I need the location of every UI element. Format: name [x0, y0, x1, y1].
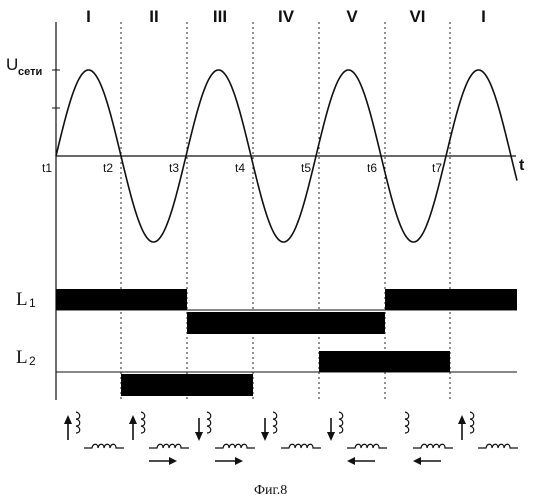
interval-label-1: I [86, 7, 91, 26]
horizontal-coil-icon [149, 444, 189, 448]
left-arrow-icon [413, 457, 421, 465]
vertical-coil-icon [76, 412, 80, 433]
grid-layer [52, 22, 516, 400]
coil-icon-group-6 [405, 412, 453, 465]
interval-label-3: III [213, 7, 227, 26]
interval-label-5: V [346, 7, 358, 26]
time-mark-t2: t2 [103, 161, 113, 175]
horizontal-coil-icon [413, 444, 453, 448]
down-arrow-icon [195, 432, 203, 441]
L1-bar-6 [385, 289, 450, 310]
down-arrow-icon [327, 432, 335, 441]
time-mark-t3: t3 [169, 161, 179, 175]
L1-bar-1 [56, 289, 121, 310]
time-mark-t7: t7 [432, 161, 442, 175]
horizontal-coil-icon [347, 444, 387, 448]
icons-layer [64, 412, 518, 465]
interval-label-4: IV [278, 7, 295, 26]
L2-bar-2 [121, 374, 187, 396]
coil-icon-group-5 [327, 412, 387, 465]
vertical-coil-icon [141, 412, 145, 433]
horizontal-coil-icon [281, 444, 321, 448]
voltage-axis-label: U сети [6, 55, 42, 78]
L1-bar-5 [319, 312, 385, 334]
up-arrow-icon [458, 415, 466, 424]
right-arrow-icon [235, 457, 243, 465]
L2-bar-6 [385, 351, 450, 372]
coil-label-L2-main: L [16, 347, 28, 368]
time-mark-t4: t4 [235, 161, 245, 175]
coil-label-L1-sub: 1 [29, 296, 36, 310]
vertical-coil-icon [405, 412, 409, 433]
L2-bar-3 [187, 374, 253, 396]
coil-label-L2-sub: 2 [29, 354, 36, 368]
horizontal-coil-icon [478, 444, 518, 448]
voltage-label-main: U [6, 55, 18, 74]
coil-icon-group-7 [458, 412, 518, 448]
time-mark-t5: t5 [301, 161, 311, 175]
time-mark-t6: t6 [367, 161, 377, 175]
coil-label-L1-main: L [16, 289, 28, 310]
L2-bar-5 [319, 351, 385, 372]
L1-bar-4 [253, 312, 319, 334]
up-arrow-icon [129, 415, 137, 424]
figure-caption: Фиг.8 [254, 483, 287, 498]
coil-label-L2: L 2 [16, 347, 36, 368]
right-arrow-icon [169, 457, 177, 465]
horizontal-coil-icon [215, 444, 255, 448]
voltage-label-sub: сети [18, 66, 42, 78]
coil-icon-group-2 [129, 412, 189, 465]
coil-icon-group-1 [64, 412, 124, 448]
L1-bar-2 [121, 289, 187, 310]
horizontal-coil-icon [84, 444, 124, 448]
vertical-coil-icon [207, 412, 211, 433]
coil-label-L1: L 1 [16, 289, 36, 310]
vertical-coil-icon [470, 412, 474, 433]
labels-layer: IIIIIIIVVVIIt1t2t3t4t5t6t7 [42, 7, 486, 175]
up-arrow-icon [64, 415, 72, 424]
vertical-coil-icon [273, 412, 277, 433]
bars-layer [56, 289, 517, 396]
time-mark-t1: t1 [42, 161, 52, 175]
time-axis-label: t [519, 157, 525, 174]
L1-bar-3 [187, 312, 253, 334]
vertical-coil-icon [339, 412, 343, 433]
interval-label-7: I [481, 7, 486, 26]
coil-icon-group-4 [261, 412, 321, 448]
L1-bar-7 [450, 289, 517, 310]
interval-label-2: II [149, 7, 158, 26]
coil-icon-group-3 [195, 412, 255, 465]
interval-label-6: VI [409, 7, 425, 26]
down-arrow-icon [261, 432, 269, 441]
left-arrow-icon [347, 457, 355, 465]
